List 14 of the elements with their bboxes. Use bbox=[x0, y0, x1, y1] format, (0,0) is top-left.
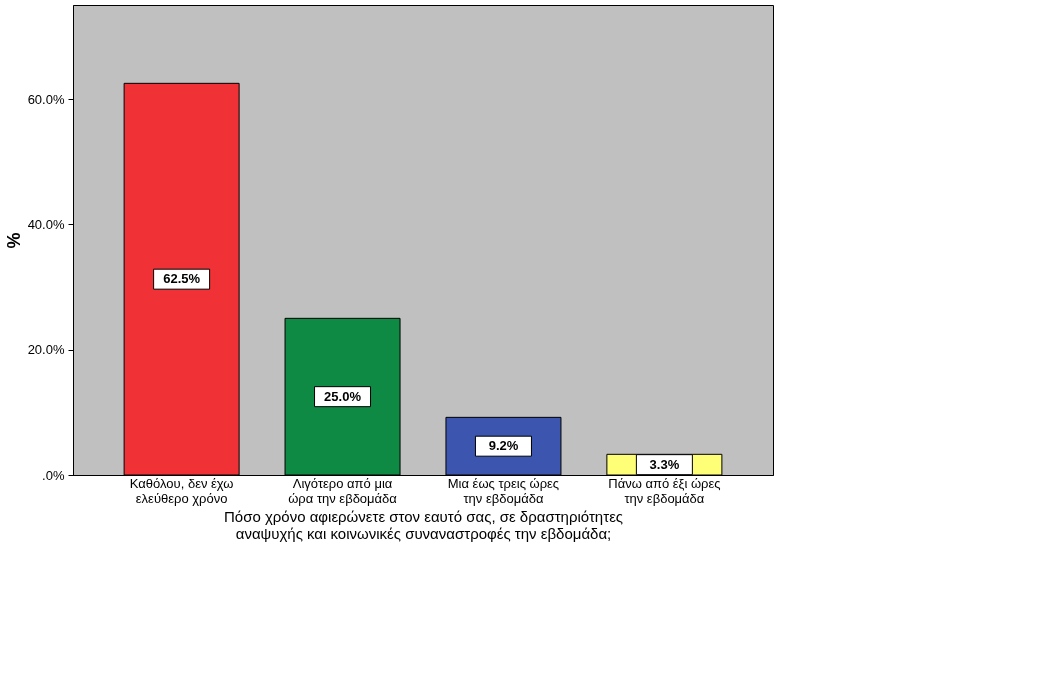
y-tick-label: .0% bbox=[42, 467, 65, 483]
x-tick-label: Μια έως τρεις ώρες την εβδομάδα bbox=[447, 475, 560, 506]
y-tick-label: 40.0% bbox=[27, 216, 65, 232]
data-label: 9.2% bbox=[488, 438, 519, 454]
y-axis-title: % bbox=[3, 232, 24, 249]
x-tick-label: Καθόλου, δεν έχω ελεύθερο χρόνο bbox=[129, 475, 234, 506]
y-tick-label: 20.0% bbox=[27, 342, 65, 358]
x-tick-label: Πάνω από έξι ώρες την εβδομάδα bbox=[608, 475, 721, 506]
data-label: 62.5% bbox=[163, 271, 201, 287]
x-tick-label: Λιγότερο από μια ώρα την εβδομάδα bbox=[288, 475, 398, 506]
y-tick-label: 60.0% bbox=[27, 91, 65, 107]
data-label: 25.0% bbox=[324, 388, 362, 404]
data-label: 3.3% bbox=[649, 456, 680, 472]
x-axis-title: Πόσο χρόνο αφιερώνετε στον εαυτό σας, σε δραστηριότητες αναψυχής και κοινωνικές συναναστροφές την εβδομάδα; bbox=[223, 507, 624, 542]
